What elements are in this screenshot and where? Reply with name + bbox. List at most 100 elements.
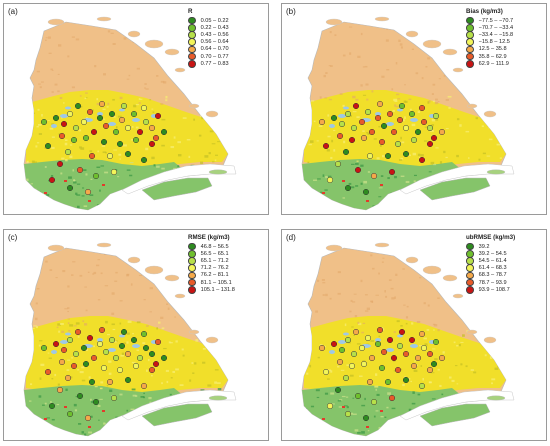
land-cover-patch <box>104 425 107 429</box>
land-cover-patch <box>70 274 74 276</box>
land-cover-patch <box>390 287 394 290</box>
land-cover-patch <box>161 144 165 147</box>
land-cover-patch <box>51 418 55 421</box>
station-marker <box>92 172 100 180</box>
land-cover-patch <box>174 316 176 318</box>
station-marker <box>108 110 116 118</box>
land-cover-patch <box>78 129 82 132</box>
land-cover-patch <box>97 259 101 261</box>
land-cover-patch <box>413 369 418 372</box>
legend-title: RMSE (kg/m3) <box>188 234 230 241</box>
land-cover-patch <box>424 126 428 128</box>
land-cover-patch <box>25 344 28 347</box>
land-cover-patch <box>64 308 68 310</box>
station-marker <box>142 118 150 126</box>
land-cover-patch <box>487 208 492 210</box>
station-marker <box>338 120 346 128</box>
land-cover-patch <box>400 325 403 327</box>
land-cover-patch <box>85 173 88 176</box>
land-cover-patch <box>175 340 178 343</box>
land-cover-patch <box>61 330 65 333</box>
station-marker <box>118 342 126 350</box>
land-cover-patch <box>358 322 362 326</box>
land-cover-patch <box>352 397 355 399</box>
land-cover-patch <box>35 38 37 40</box>
land-cover-patch <box>36 287 40 290</box>
legend-item: 81.1 – 105.1 <box>188 278 235 287</box>
land-cover-patch <box>397 98 401 100</box>
land-cover-patch <box>129 162 134 164</box>
land-cover-patch <box>373 415 376 418</box>
land-cover-patch <box>482 152 486 155</box>
legend-swatch <box>188 31 196 39</box>
land-cover-patch <box>427 263 431 266</box>
land-cover-patch <box>41 404 45 406</box>
legend-swatch <box>188 249 196 258</box>
land-cover-patch <box>460 363 463 366</box>
land-cover-patch <box>27 100 31 103</box>
land-cover-patch <box>51 69 54 71</box>
land-cover-patch <box>149 311 153 313</box>
land-cover-patch <box>97 299 101 301</box>
station-marker <box>342 148 350 156</box>
land-cover-patch <box>483 334 485 336</box>
station-marker <box>426 124 434 132</box>
land-cover-patch <box>170 146 175 149</box>
land-cover-patch <box>342 104 345 107</box>
legend-item: 39.2 <box>466 242 515 251</box>
land-cover-patch <box>144 87 146 89</box>
land-cover-patch <box>126 341 129 344</box>
station-marker <box>98 100 106 108</box>
station-marker <box>136 128 144 136</box>
land-cover-patch <box>28 400 32 402</box>
land-cover-patch <box>360 182 363 185</box>
land-cover-patch <box>130 408 135 411</box>
land-cover-patch <box>156 327 158 330</box>
station-marker <box>318 118 326 126</box>
station-marker <box>40 344 48 352</box>
station-marker <box>414 354 422 362</box>
land-cover-patch <box>67 310 69 313</box>
land-cover-patch <box>453 58 456 61</box>
land-cover-patch <box>414 360 416 362</box>
legend-title: Bias (kg/m3) <box>466 8 503 15</box>
station-marker <box>330 114 338 122</box>
land-cover-patch <box>434 118 439 121</box>
land-cover-patch <box>499 423 502 426</box>
station-marker <box>90 128 98 136</box>
station-marker <box>322 142 330 150</box>
land-cover-patch <box>333 149 336 152</box>
land-cover-patch <box>214 185 219 188</box>
island <box>164 274 180 282</box>
land-cover-patch <box>391 88 394 91</box>
land-cover-patch <box>167 307 170 310</box>
land-cover-patch <box>97 404 101 408</box>
land-cover-patch <box>119 300 123 302</box>
land-cover-patch <box>484 354 487 357</box>
land-cover-patch <box>117 176 120 178</box>
land-cover-patch <box>494 206 498 209</box>
urban-area <box>322 192 325 194</box>
land-cover-patch <box>149 99 152 101</box>
station-marker <box>60 120 68 128</box>
land-cover-patch <box>85 309 88 312</box>
land-cover-patch <box>67 359 71 361</box>
land-cover-patch <box>478 158 481 161</box>
land-cover-patch <box>35 302 38 305</box>
land-cover-patch <box>427 304 430 307</box>
land-cover-patch <box>131 125 134 128</box>
lake <box>386 348 394 352</box>
land-cover-patch <box>421 196 426 199</box>
station-marker <box>130 110 138 118</box>
land-cover-patch <box>68 434 72 436</box>
land-cover-patch <box>37 434 40 436</box>
station-marker <box>66 184 74 192</box>
legend-label: 65.1 – 71.2 <box>200 257 229 264</box>
legend-item: 54.5 – 61.4 <box>466 257 515 265</box>
gaspe-peninsula <box>419 403 491 427</box>
land-cover-patch <box>500 409 503 412</box>
land-cover-patch <box>433 324 438 327</box>
station-marker <box>44 142 52 150</box>
station-marker <box>102 348 110 356</box>
station-marker <box>336 132 344 140</box>
